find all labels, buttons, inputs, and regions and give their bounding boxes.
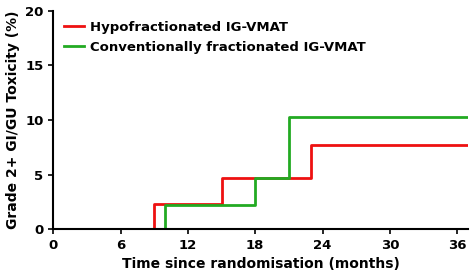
X-axis label: Time since randomisation (months): Time since randomisation (months) [122,257,400,271]
Y-axis label: Grade 2+ GI/GU Toxicity (%): Grade 2+ GI/GU Toxicity (%) [6,11,19,229]
Legend: Hypofractionated IG-VMAT, Conventionally fractionated IG-VMAT: Hypofractionated IG-VMAT, Conventionally… [60,17,370,58]
